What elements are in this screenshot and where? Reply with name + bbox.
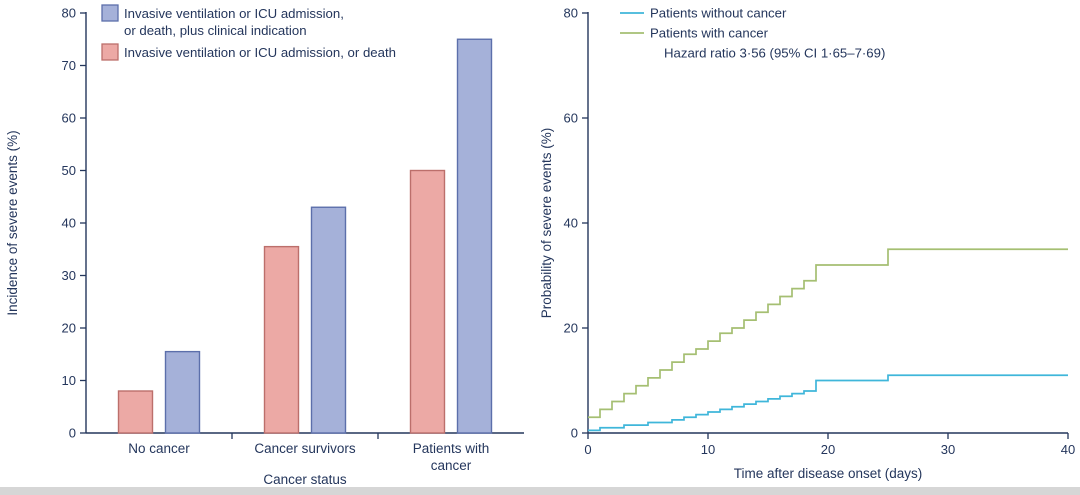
- x-tick-label: 30: [941, 442, 955, 457]
- x-tick-label: 20: [821, 442, 835, 457]
- bottom-strip: [0, 487, 1080, 495]
- bar-pink-1: [263, 245, 300, 434]
- category-label: No cancer: [128, 441, 190, 456]
- line-chart-panel: 0 20 40 60 80 0 10 20 30 40 Time after disease ons…: [539, 0, 1080, 487]
- series-cyan: [588, 374, 1068, 432]
- legend-label: Patients without cancer: [650, 6, 787, 21]
- y-tick-label: 20: [62, 321, 76, 336]
- legend-label: Invasive ventilation or ICU admission,: [124, 6, 344, 21]
- x-axis-label: Time after disease onset (days): [734, 466, 923, 481]
- bar-pink-2: [409, 169, 446, 434]
- y-tick-label: 20: [564, 321, 578, 336]
- bar-pink-0: [117, 390, 154, 434]
- category-label: Patients with: [413, 441, 490, 456]
- y-tick-label: 60: [564, 111, 578, 126]
- series-green: [588, 248, 1068, 419]
- bar-blue-1: [310, 206, 347, 434]
- y-axis-label: Incidence of severe events (%): [5, 130, 20, 315]
- y-tick-label: 80: [62, 6, 76, 21]
- y-tick-label: 50: [62, 163, 76, 178]
- category-label: Cancer survivors: [254, 441, 356, 456]
- x-tick-label: 0: [584, 442, 591, 457]
- x-tick-label: 40: [1061, 442, 1075, 457]
- hazard-ratio-annotation: Hazard ratio 3·56 (95% CI 1·65–7·69): [664, 46, 885, 61]
- y-tick-label: 10: [62, 373, 76, 388]
- category-label: cancer: [431, 458, 472, 473]
- legend-label: Patients with cancer: [650, 26, 769, 41]
- y-tick-label: 0: [571, 426, 578, 441]
- bar-chart: 0 10 20 30 40 50 60 70 80 No cancer Cancer survivo…: [5, 4, 524, 487]
- y-tick-label: 40: [564, 216, 578, 231]
- bar-chart-panel: 0 10 20 30 40 50 60 70 80 No cancer Cancer survivo…: [0, 0, 540, 487]
- y-tick-label: 0: [69, 426, 76, 441]
- y-tick-label: 80: [564, 6, 578, 21]
- y-axis-label: Probability of severe events (%): [540, 128, 554, 319]
- y-tick-label: 30: [62, 268, 76, 283]
- line-chart: 0 20 40 60 80 0 10 20 30 40 Time after disease ons…: [539, 6, 1075, 482]
- bar-blue-0: [164, 350, 201, 434]
- legend-swatch-pink: [101, 43, 119, 61]
- y-tick-label: 60: [62, 111, 76, 126]
- bar-blue-2: [456, 38, 493, 434]
- legend-label: Invasive ventilation or ICU admission, o…: [124, 45, 396, 60]
- x-tick-label: 10: [701, 442, 715, 457]
- x-axis-label: Cancer status: [263, 472, 347, 487]
- y-tick-label: 70: [62, 58, 76, 73]
- legend-label: or death, plus clinical indication: [124, 23, 307, 38]
- legend-swatch-blue: [101, 4, 119, 22]
- y-tick-label: 40: [62, 216, 76, 231]
